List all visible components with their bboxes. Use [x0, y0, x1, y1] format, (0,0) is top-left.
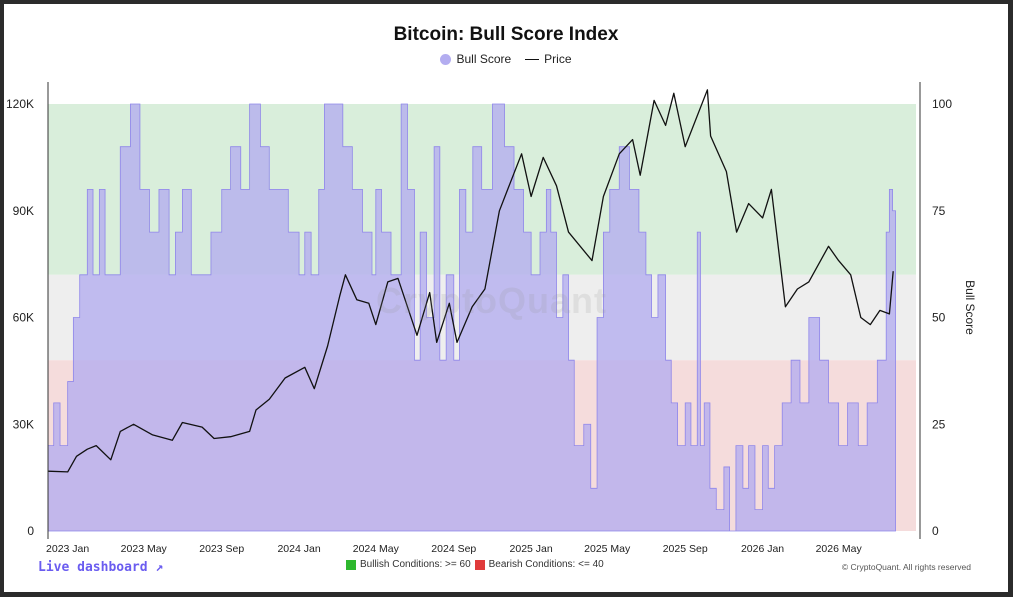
- legend-item-bull-score[interactable]: Bull Score: [440, 52, 511, 66]
- x-tick-label: 2024 Sep: [431, 543, 476, 555]
- x-tick-label: 2026 Jan: [741, 543, 784, 555]
- copyright-text: © CryptoQuant. All rights reserved: [841, 562, 971, 572]
- chart-title: Bitcoin: Bull Score Index: [393, 24, 619, 45]
- x-tick-label: 2026 May: [816, 543, 863, 555]
- x-tick-label: 2024 Jan: [277, 543, 320, 555]
- x-tick-label: 2023 Jan: [46, 543, 89, 555]
- y-left-tick-label: 60K: [13, 311, 34, 325]
- x-tick-label: 2025 May: [584, 543, 631, 555]
- legend-label-price: Price: [544, 52, 572, 66]
- y-right-tick-label: 50: [932, 311, 946, 325]
- y-right-tick-label: 25: [932, 417, 946, 431]
- conditions-legend: Bullish Conditions: >= 60 Bearish Condit…: [346, 559, 604, 570]
- bearish-conditions-label: Bearish Conditions: <= 40: [488, 559, 604, 570]
- x-tick-label: 2024 May: [353, 543, 400, 555]
- y-left-tick-label: 30K: [13, 417, 34, 431]
- x-tick-label: 2025 Sep: [663, 543, 708, 555]
- y-right-tick-label: 75: [932, 204, 946, 218]
- legend-item-price[interactable]: Price: [525, 52, 572, 66]
- bullish-conditions-label: Bullish Conditions: >= 60: [360, 559, 471, 570]
- bull-score-area: [47, 103, 896, 532]
- x-tick-label: 2023 Sep: [199, 543, 244, 555]
- bullish-marker-icon: [346, 559, 356, 570]
- bearish-marker-icon: [474, 559, 485, 570]
- y-left-tick-label: 120K: [6, 97, 34, 111]
- live-dashboard-link[interactable]: Live dashboard ↗: [38, 560, 164, 575]
- legend-label-bull-score: Bull Score: [456, 52, 512, 66]
- price-line: [47, 89, 894, 473]
- y-right-tick-label: 0: [932, 524, 939, 538]
- y-right-axis-label: Bull Score: [963, 280, 977, 335]
- chart-card: Bitcoin: Bull Score Index Bull Score Pri…: [4, 4, 1008, 592]
- chart-plot: 0 30K 60K 90K 120K 0 25 50 75 100 Bull Score 2023 J…: [6, 82, 977, 555]
- watermark: CryptoQuant: [376, 280, 607, 321]
- x-tick-label: 2023 May: [121, 543, 168, 555]
- x-tick-label: 2025 Jan: [510, 543, 553, 555]
- y-left-tick-label: 0: [27, 524, 34, 538]
- legend-swatch-price: [525, 58, 540, 60]
- legend-swatch-bull-score: [440, 53, 452, 65]
- y-left-tick-label: 90K: [13, 204, 34, 218]
- chart-legend: Bull Score Price: [4, 52, 1008, 66]
- y-right-tick-label: 100: [932, 97, 952, 111]
